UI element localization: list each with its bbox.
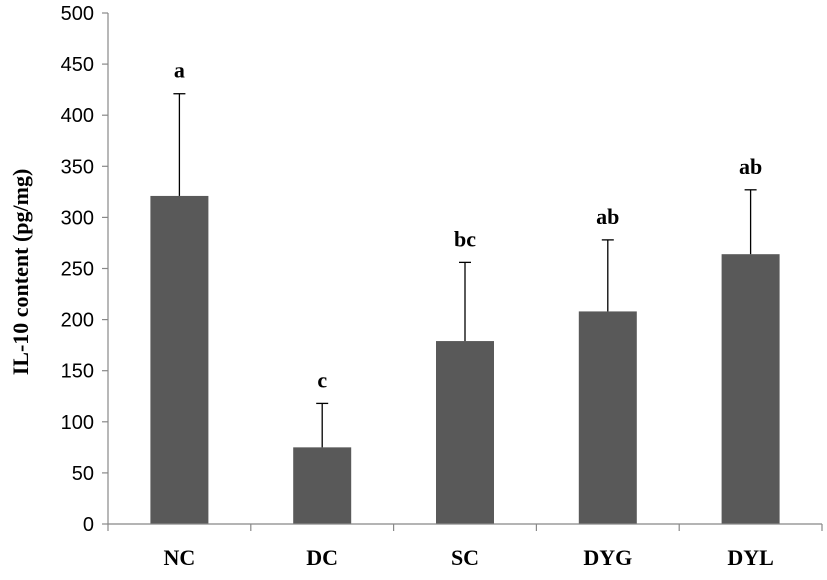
- error-bars: [173, 93, 757, 448]
- y-tick-label: 100: [61, 412, 94, 434]
- x-tick-label-dc: DC: [306, 545, 338, 570]
- significance-labels: a c bc ab ab: [174, 58, 762, 393]
- x-tick-label-dyg: DYG: [583, 545, 632, 570]
- y-tick-label: 350: [61, 156, 94, 178]
- significance-label-sc: bc: [454, 226, 476, 251]
- y-tick-label: 250: [61, 259, 94, 281]
- bar-nc: [150, 195, 209, 525]
- significance-label-dyl: ab: [739, 154, 762, 179]
- y-axis: 0 50 100 150 200 250 300 350 400 450 500: [61, 3, 109, 536]
- y-tick-label: 0: [83, 514, 94, 536]
- y-tick-label: 450: [61, 54, 94, 76]
- significance-label-dc: c: [317, 367, 327, 392]
- bar-dyg: [578, 311, 637, 524]
- y-axis-title: IL-10 content (pg/mg): [8, 169, 33, 376]
- significance-label-nc: a: [174, 58, 185, 83]
- bar-sc: [436, 341, 494, 524]
- y-tick-label: 400: [61, 105, 94, 127]
- x-tick-label-dyl: DYL: [727, 545, 773, 570]
- significance-label-dyg: ab: [596, 204, 619, 229]
- y-axis-title-group: IL-10 content (pg/mg): [8, 169, 33, 376]
- x-tick-label-sc: SC: [451, 545, 479, 570]
- x-tick-label-nc: NC: [164, 545, 196, 570]
- y-tick-label: 500: [61, 3, 94, 25]
- bar-dyl: [721, 254, 780, 524]
- bars: [150, 195, 780, 525]
- y-tick-label: 50: [72, 463, 94, 485]
- x-axis: NC DC SC DYG DYL: [107, 523, 823, 570]
- y-tick-label: 200: [61, 310, 94, 332]
- y-tick-label: 300: [61, 207, 94, 229]
- bar-dc: [293, 447, 352, 524]
- y-tick-label: 150: [61, 361, 94, 383]
